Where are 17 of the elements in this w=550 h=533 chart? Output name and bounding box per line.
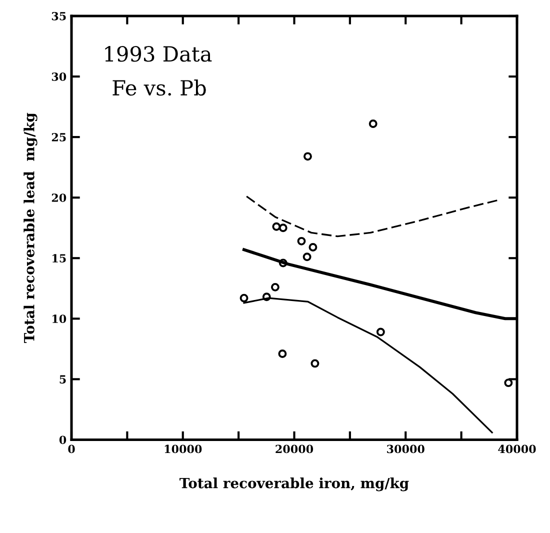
y-tick-label: 20 — [52, 194, 66, 202]
annotation: Fe vs. Pb — [112, 80, 206, 96]
y-tick-label: 35 — [52, 12, 66, 20]
y-axis-title: Total recoverable lead mg/kg — [24, 112, 38, 343]
x-tick-label: 40000 — [498, 444, 536, 454]
x-tick-label: 30000 — [387, 444, 424, 454]
y-tick-label: 0 — [59, 436, 66, 444]
x-tick-label: 0 — [68, 444, 75, 454]
x-axis-title: Total recoverable iron, mg/kg — [180, 478, 409, 492]
y-tick-label: 15 — [52, 254, 66, 263]
y-tick-label: 30 — [52, 72, 66, 81]
y-tick-label: 10 — [52, 314, 66, 324]
x-tick-label: 10000 — [164, 444, 202, 454]
y-tick-label: 5 — [60, 375, 66, 384]
x-tick-label: 20000 — [276, 444, 314, 454]
y-tick-label: 25 — [52, 133, 66, 142]
annotation: 1993 Data — [105, 46, 212, 62]
